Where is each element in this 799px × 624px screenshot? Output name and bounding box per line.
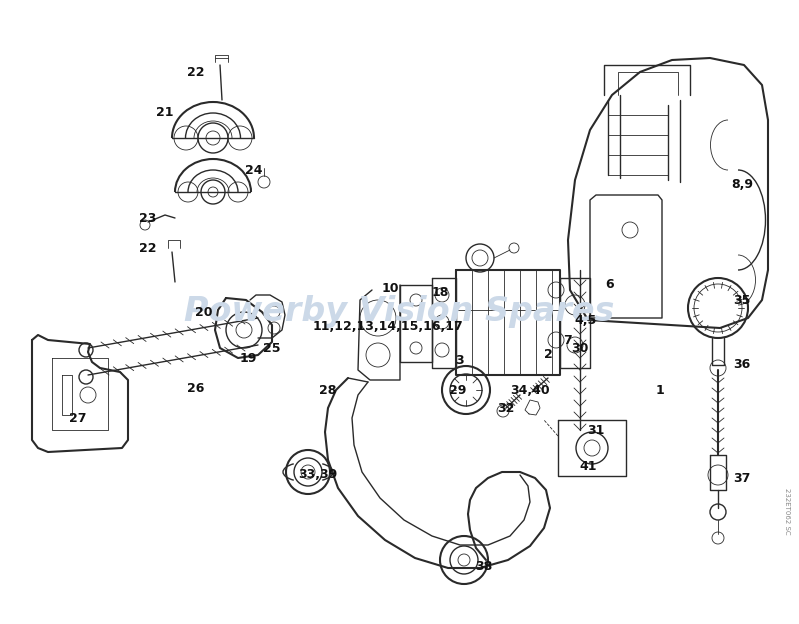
Text: Powerby Vision Spares: Powerby Vision Spares <box>185 296 614 328</box>
Text: 25: 25 <box>263 341 280 354</box>
Text: 28: 28 <box>320 384 336 396</box>
Text: 19: 19 <box>240 351 256 364</box>
Text: 22: 22 <box>139 241 157 255</box>
Text: 23: 23 <box>139 212 157 225</box>
Text: 26: 26 <box>187 381 205 394</box>
Text: 31: 31 <box>587 424 605 437</box>
Text: 35: 35 <box>733 293 751 306</box>
Text: 18: 18 <box>431 286 449 298</box>
Text: 6: 6 <box>606 278 614 291</box>
Text: 8,9: 8,9 <box>731 178 753 192</box>
Text: 20: 20 <box>195 306 213 319</box>
Text: 4,5: 4,5 <box>574 313 597 326</box>
Text: 29: 29 <box>449 384 467 396</box>
Text: 3: 3 <box>455 354 464 366</box>
Text: 7: 7 <box>563 333 572 346</box>
Text: 32: 32 <box>497 401 515 414</box>
Text: 232ET062 SC: 232ET062 SC <box>784 489 790 535</box>
Text: 30: 30 <box>571 341 589 354</box>
Text: 36: 36 <box>733 359 750 371</box>
Text: 27: 27 <box>70 411 87 424</box>
Text: 41: 41 <box>579 459 597 472</box>
Text: 24: 24 <box>245 163 263 177</box>
Text: 38: 38 <box>475 560 493 572</box>
Text: 37: 37 <box>733 472 751 484</box>
Text: 34,40: 34,40 <box>511 384 550 396</box>
Text: 1: 1 <box>656 384 665 396</box>
Text: 11,12,13,14,15,16,17: 11,12,13,14,15,16,17 <box>312 319 463 333</box>
Text: 21: 21 <box>157 105 173 119</box>
Text: 2: 2 <box>543 348 552 361</box>
Text: 10: 10 <box>381 281 399 295</box>
Text: 33,39: 33,39 <box>298 467 338 480</box>
Text: 22: 22 <box>187 66 205 79</box>
